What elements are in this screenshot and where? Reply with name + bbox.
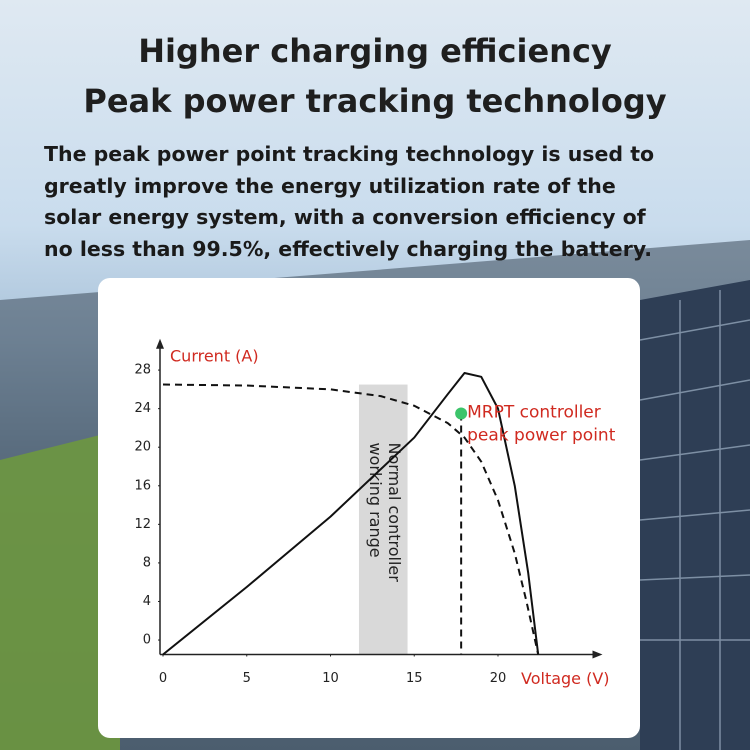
x-tick-label: 20 (490, 671, 507, 686)
working-range-label: Normal controller (385, 443, 404, 583)
description-line: solar energy system, with a conversion e… (44, 205, 647, 229)
y-tick-label: 20 (134, 440, 151, 455)
y-tick-label: 8 (143, 555, 151, 570)
y-tick-label: 12 (134, 517, 151, 532)
peak-label: MRPT controller (467, 402, 601, 422)
working-range-label: working range (366, 443, 385, 558)
x-tick-label: 10 (322, 671, 339, 686)
series-line (162, 371, 540, 656)
peak-point (455, 407, 468, 420)
y-tick-label: 28 (134, 363, 151, 378)
x-tick-label: 0 (159, 671, 167, 686)
peak-label: peak power point (467, 425, 616, 445)
y-tick-label: 0 (143, 633, 151, 648)
description-line: no less than 99.5%, effectively charging… (44, 237, 652, 261)
y-tick-label: 4 (143, 594, 151, 609)
title-line: Peak power tracking technology (83, 82, 666, 120)
x-axis-label: Voltage (V) (521, 669, 610, 688)
description-line: greatly improve the energy utilization r… (44, 174, 616, 198)
title-line: Higher charging efficiency (138, 32, 612, 70)
working-range-band (358, 384, 408, 655)
y-axis-label: Current (A) (170, 346, 259, 365)
y-tick-label: 16 (134, 478, 151, 493)
x-tick-label: 5 (243, 671, 251, 686)
x-tick-label: 15 (406, 671, 423, 686)
y-axis-arrow (156, 338, 164, 349)
description-line: The peak power point tracking technology… (44, 142, 654, 166)
series-line (162, 383, 540, 655)
y-tick-label: 24 (134, 401, 151, 416)
x-axis-arrow (592, 650, 603, 659)
